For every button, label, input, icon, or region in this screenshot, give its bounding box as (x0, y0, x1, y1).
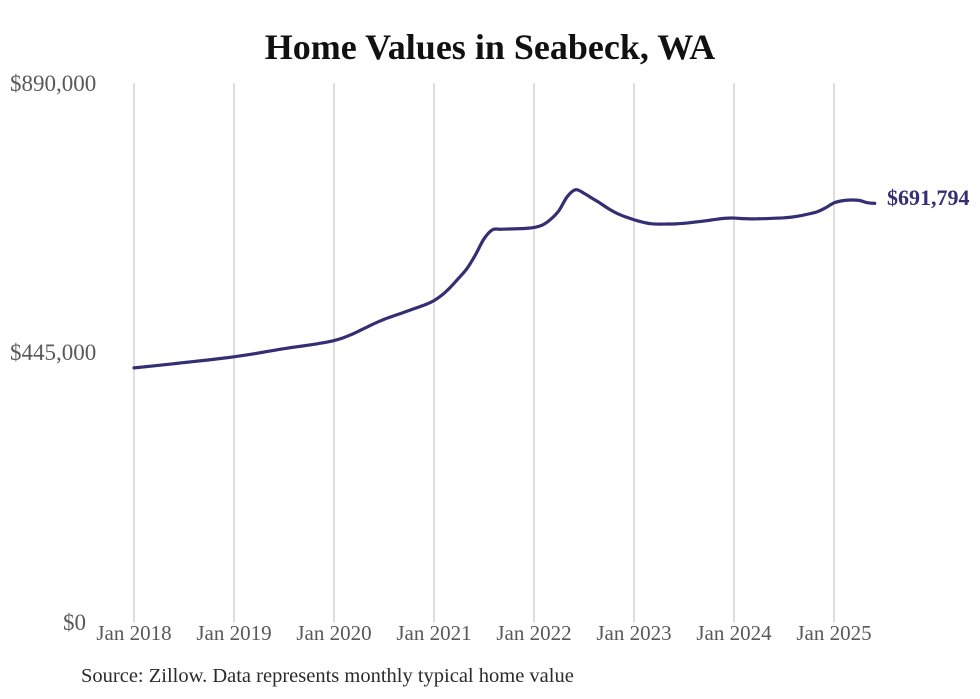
svg-text:Jan 2024: Jan 2024 (696, 621, 772, 645)
svg-text:$445,000: $445,000 (10, 340, 96, 365)
svg-text:Jan 2020: Jan 2020 (296, 621, 371, 645)
svg-text:$890,000: $890,000 (10, 71, 96, 96)
svg-text:$691,794: $691,794 (887, 185, 970, 210)
svg-text:Jan 2025: Jan 2025 (796, 621, 871, 645)
svg-text:Jan 2019: Jan 2019 (196, 621, 271, 645)
svg-text:Jan 2023: Jan 2023 (596, 621, 671, 645)
svg-text:Jan 2021: Jan 2021 (396, 621, 471, 645)
svg-text:Jan 2018: Jan 2018 (96, 621, 171, 645)
svg-text:$0: $0 (63, 610, 86, 635)
svg-text:Jan 2022: Jan 2022 (496, 621, 571, 645)
